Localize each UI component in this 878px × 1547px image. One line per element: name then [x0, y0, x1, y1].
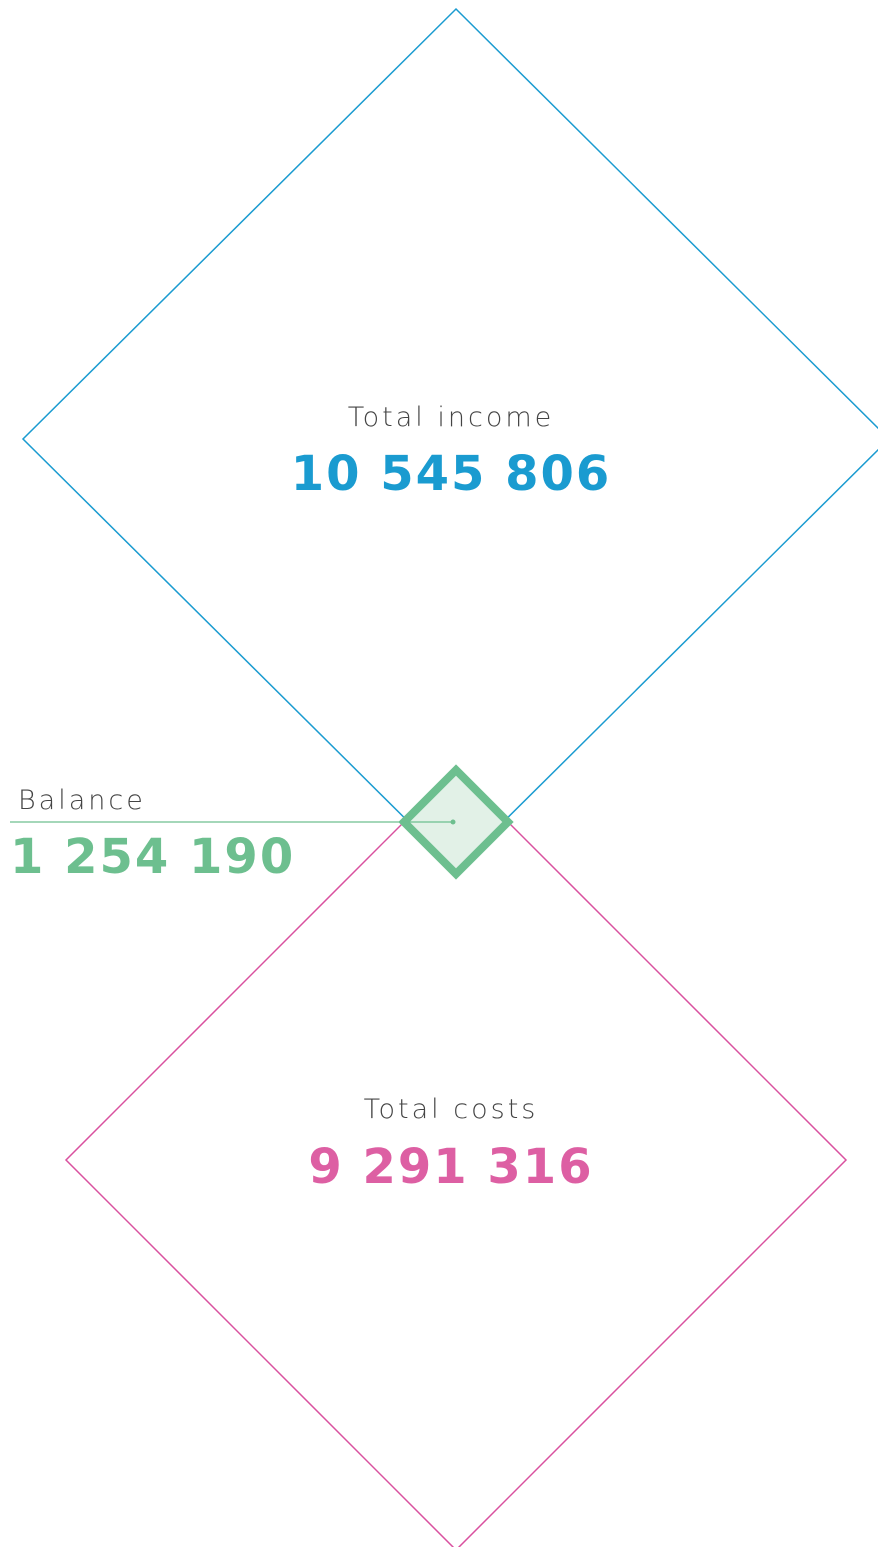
costs-diamond [64, 768, 848, 1547]
balance-value: 1 254 190 [10, 829, 295, 885]
balance-label: Balance [18, 785, 146, 816]
costs-value: 9 291 316 [308, 1139, 593, 1195]
costs-label: Total costs [364, 1094, 539, 1125]
income-label: Total income [348, 402, 555, 433]
balance-dot [450, 819, 456, 825]
balance-diamond [398, 764, 514, 880]
income-value: 10 545 806 [291, 446, 612, 502]
income-diamond [21, 7, 878, 871]
